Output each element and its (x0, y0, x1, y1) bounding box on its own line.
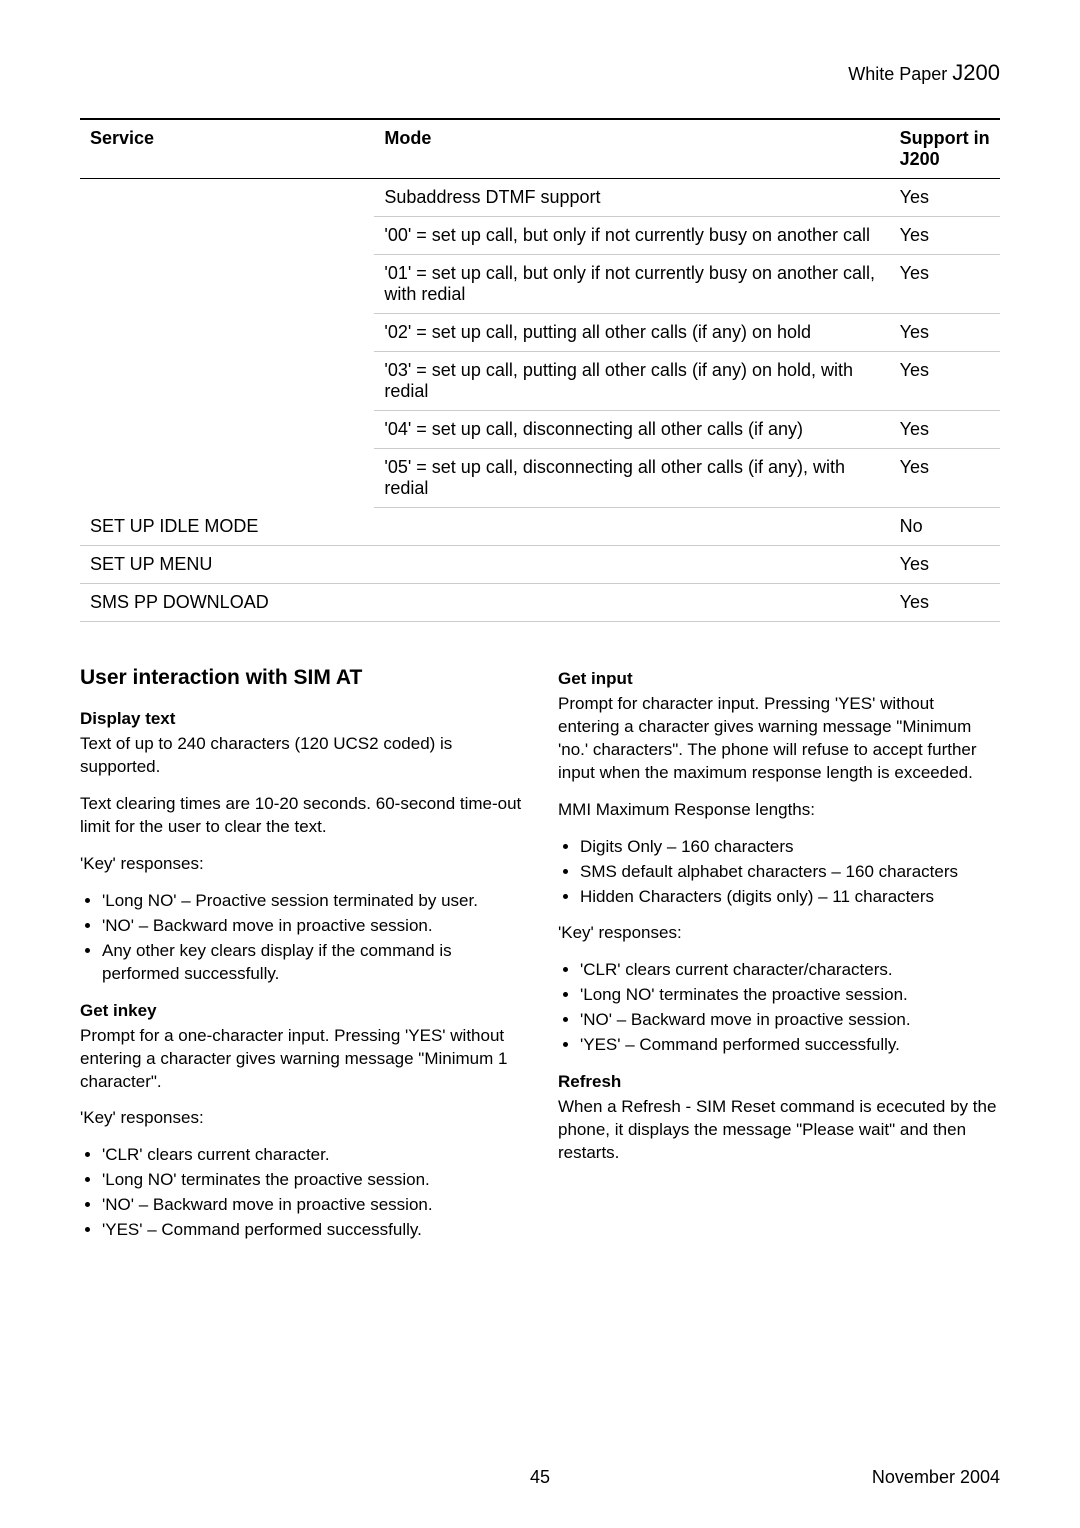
page-number: 45 (530, 1467, 550, 1488)
cell-support: Yes (890, 546, 1000, 584)
cell-service (80, 217, 374, 255)
cell-mode: '01' = set up call, but only if not curr… (374, 255, 889, 314)
table-row: '01' = set up call, but only if not curr… (80, 255, 1000, 314)
cell-support: Yes (890, 314, 1000, 352)
display-text-p2: Text clearing times are 10-20 seconds. 6… (80, 793, 522, 839)
display-text-heading: Display text (80, 708, 522, 731)
list-item: 'Long NO' terminates the proactive sessi… (102, 1169, 522, 1192)
cell-service (80, 411, 374, 449)
get-input-p: Prompt for character input. Pressing 'YE… (558, 693, 1000, 785)
key-responses-label: 'Key' responses: (80, 853, 522, 876)
right-column: Get input Prompt for character input. Pr… (558, 650, 1000, 1256)
cell-mode: '05' = set up call, disconnecting all ot… (374, 449, 889, 508)
content-columns: User interaction with SIM AT Display tex… (80, 650, 1000, 1256)
left-column: User interaction with SIM AT Display tex… (80, 650, 522, 1256)
th-service: Service (80, 119, 374, 179)
list-item: 'Long NO' – Proactive session terminated… (102, 890, 522, 913)
cell-mode: '04' = set up call, disconnecting all ot… (374, 411, 889, 449)
display-text-p1: Text of up to 240 characters (120 UCS2 c… (80, 733, 522, 779)
section-title: User interaction with SIM AT (80, 664, 522, 692)
cell-support: Yes (890, 217, 1000, 255)
cell-support: No (890, 508, 1000, 546)
table-row: '02' = set up call, putting all other ca… (80, 314, 1000, 352)
table-row: SET UP IDLE MODENo (80, 508, 1000, 546)
list-item: 'CLR' clears current character. (102, 1144, 522, 1167)
refresh-heading: Refresh (558, 1071, 1000, 1094)
cell-support: Yes (890, 584, 1000, 622)
table-row: '00' = set up call, but only if not curr… (80, 217, 1000, 255)
mmi-label: MMI Maximum Response lengths: (558, 799, 1000, 822)
refresh-p: When a Refresh - SIM Reset command is ec… (558, 1096, 1000, 1165)
cell-mode: '02' = set up call, putting all other ca… (374, 314, 889, 352)
list-item: Digits Only – 160 characters (580, 836, 1000, 859)
cell-service (80, 449, 374, 508)
cell-service: SET UP MENU (80, 546, 890, 584)
get-inkey-p: Prompt for a one-character input. Pressi… (80, 1025, 522, 1094)
cell-support: Yes (890, 449, 1000, 508)
cell-service (80, 314, 374, 352)
list-item: 'NO' – Backward move in proactive sessio… (102, 1194, 522, 1217)
cell-service: SMS PP DOWNLOAD (80, 584, 890, 622)
cell-support: Yes (890, 411, 1000, 449)
cell-service (80, 179, 374, 217)
key-responses-label: 'Key' responses: (558, 922, 1000, 945)
inkey-keys-list: 'CLR' clears current character.'Long NO'… (80, 1144, 522, 1242)
th-mode: Mode (374, 119, 889, 179)
cell-service (80, 352, 374, 411)
cell-mode: Subaddress DTMF support (374, 179, 889, 217)
list-item: Hidden Characters (digits only) – 11 cha… (580, 886, 1000, 909)
page: White Paper J200 Service Mode Support in… (0, 0, 1080, 1528)
cell-support: Yes (890, 352, 1000, 411)
list-item: 'YES' – Command performed successfully. (580, 1034, 1000, 1057)
cell-service (80, 255, 374, 314)
header-label: White Paper (848, 64, 947, 84)
table-row: '04' = set up call, disconnecting all ot… (80, 411, 1000, 449)
page-header: White Paper J200 (80, 60, 1000, 86)
list-item: 'CLR' clears current character/character… (580, 959, 1000, 982)
page-footer: 45 November 2004 (80, 1467, 1000, 1488)
table-row: '05' = set up call, disconnecting all ot… (80, 449, 1000, 508)
cell-mode: '03' = set up call, putting all other ca… (374, 352, 889, 411)
list-item: 'NO' – Backward move in proactive sessio… (102, 915, 522, 938)
list-item: 'YES' – Command performed successfully. (102, 1219, 522, 1242)
list-item: 'NO' – Backward move in proactive sessio… (580, 1009, 1000, 1032)
table-row: '03' = set up call, putting all other ca… (80, 352, 1000, 411)
list-item: SMS default alphabet characters – 160 ch… (580, 861, 1000, 884)
key-responses-label: 'Key' responses: (80, 1107, 522, 1130)
mmi-list: Digits Only – 160 charactersSMS default … (558, 836, 1000, 909)
cell-service: SET UP IDLE MODE (80, 508, 890, 546)
th-support: Support in J200 (890, 119, 1000, 179)
table-row: SMS PP DOWNLOADYes (80, 584, 1000, 622)
table-row: SET UP MENUYes (80, 546, 1000, 584)
get-inkey-heading: Get inkey (80, 1000, 522, 1023)
table-row: Subaddress DTMF supportYes (80, 179, 1000, 217)
footer-date: November 2004 (872, 1467, 1000, 1488)
cell-support: Yes (890, 255, 1000, 314)
get-input-heading: Get input (558, 668, 1000, 691)
display-keys-list: 'Long NO' – Proactive session terminated… (80, 890, 522, 986)
input-keys-list: 'CLR' clears current character/character… (558, 959, 1000, 1057)
cell-support: Yes (890, 179, 1000, 217)
header-model: J200 (952, 60, 1000, 85)
cell-mode: '00' = set up call, but only if not curr… (374, 217, 889, 255)
services-table: Service Mode Support in J200 Subaddress … (80, 118, 1000, 622)
list-item: 'Long NO' terminates the proactive sessi… (580, 984, 1000, 1007)
list-item: Any other key clears display if the comm… (102, 940, 522, 986)
